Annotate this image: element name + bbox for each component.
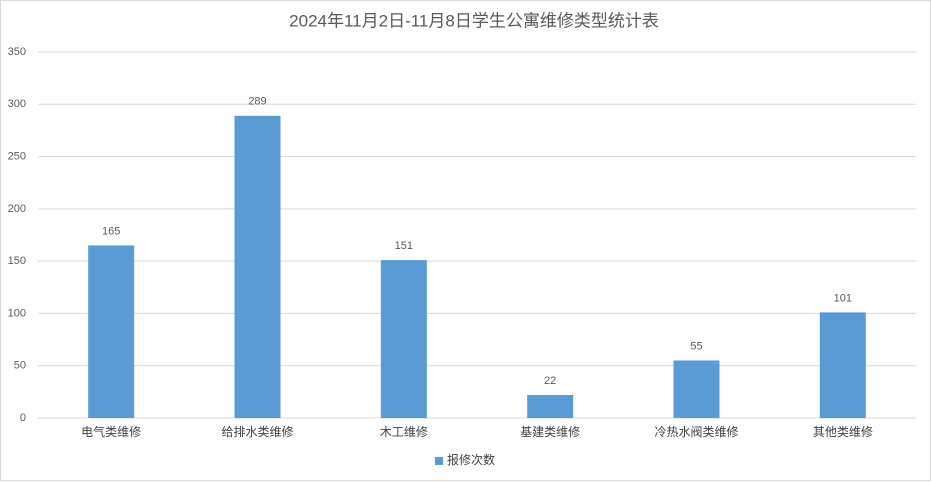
data-label: 151 xyxy=(395,240,413,252)
x-tick-label: 给排水类维修 xyxy=(221,424,293,439)
bar xyxy=(234,115,281,418)
x-tick-label: 木工维修 xyxy=(380,424,428,439)
data-label: 22 xyxy=(544,375,556,387)
bar xyxy=(88,245,135,418)
x-tick-label: 电气类维修 xyxy=(81,424,141,439)
x-tick-label: 其他类维修 xyxy=(813,424,873,439)
y-tick-label: 350 xyxy=(8,46,26,58)
y-tick-label: 100 xyxy=(8,307,26,319)
legend-swatch xyxy=(435,457,443,465)
y-tick-label: 150 xyxy=(8,255,26,267)
legend-label: 报修次数 xyxy=(447,452,495,467)
bar xyxy=(673,360,720,418)
data-label: 289 xyxy=(248,96,266,108)
y-tick-label: 300 xyxy=(8,98,26,110)
bar xyxy=(527,394,574,418)
y-tick-label: 0 xyxy=(20,412,26,424)
data-label: 55 xyxy=(690,340,702,352)
y-tick-label: 250 xyxy=(8,150,26,162)
x-tick-label: 冷热水阀类维修 xyxy=(654,424,738,439)
data-label: 165 xyxy=(102,225,120,237)
data-label: 101 xyxy=(834,292,852,304)
y-tick-label: 50 xyxy=(14,360,26,372)
bar xyxy=(380,260,427,418)
chart-title: 2024年11月2日-11月8日学生公寓维修类型统计表 xyxy=(289,11,659,30)
y-tick-label: 200 xyxy=(8,203,26,215)
x-tick-label: 基建类维修 xyxy=(520,424,580,439)
bar xyxy=(819,312,866,418)
